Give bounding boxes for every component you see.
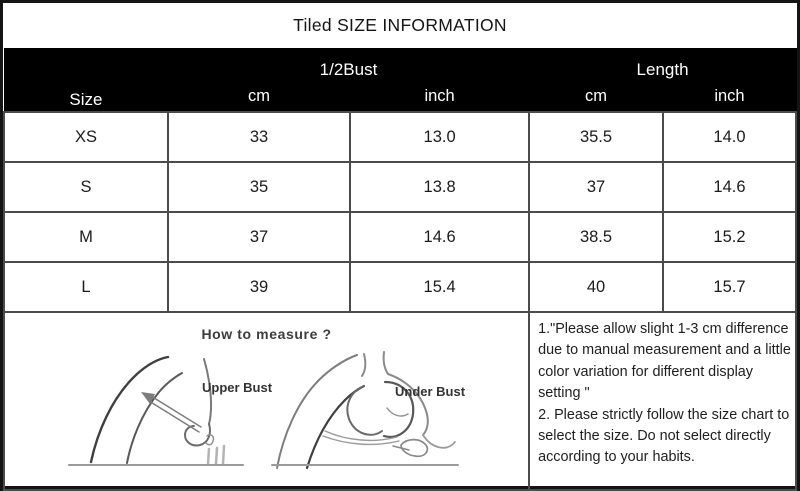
measure-figures: Upper Bust Under Bust [5, 346, 528, 476]
note-1: 1."Please allow slight 1-3 cm difference… [538, 321, 791, 402]
upper-bust-label: Upper Bust [202, 380, 273, 395]
col-header-length-inch: inch [662, 81, 797, 113]
how-to-measure-section: How to measure ? [2, 311, 531, 491]
how-to-measure-heading: How to measure ? [201, 326, 332, 342]
size-table: Size 1/2Bust Length cm inch cm inch XS 3… [2, 48, 798, 491]
cell-bust-cm: 35 [166, 161, 352, 213]
notes-section: 1."Please allow slight 1-3 cm difference… [528, 311, 797, 491]
cell-size: L [3, 261, 169, 313]
col-group-length: Length [528, 48, 797, 82]
table-row: M 37 14.6 38.5 15.2 [3, 211, 798, 263]
table-row: XS 33 13.0 35.5 14.0 [3, 111, 798, 163]
cell-length-cm: 40 [528, 261, 664, 313]
cell-bust-inch: 13.0 [349, 111, 531, 163]
table-body: XS 33 13.0 35.5 14.0 S 35 13.8 37 14.6 M… [2, 111, 798, 491]
cell-length-inch: 14.0 [661, 111, 798, 163]
col-header-bust-inch: inch [349, 81, 530, 113]
header-group-row: Size 1/2Bust Length [3, 48, 797, 113]
cell-length-cm: 37 [528, 161, 664, 213]
col-header-bust-cm: cm [167, 81, 351, 113]
cell-size: S [3, 161, 169, 213]
cell-size: XS [3, 111, 169, 163]
cell-bust-inch: 15.4 [349, 261, 531, 313]
header-unit-row: cm inch cm inch [4, 81, 797, 113]
cell-bust-cm: 39 [166, 261, 352, 313]
cell-size: M [3, 211, 169, 263]
under-bust-label: Under Bust [395, 384, 466, 399]
table-row: S 35 13.8 37 14.6 [3, 161, 798, 213]
cell-bust-cm: 37 [166, 211, 352, 263]
cell-length-inch: 14.6 [661, 161, 798, 213]
cell-length-inch: 15.2 [661, 211, 798, 263]
cell-bust-cm: 33 [166, 111, 352, 163]
page-title: Tiled SIZE INFORMATION [293, 15, 507, 35]
upper-bust-figure [68, 355, 244, 466]
cell-bust-inch: 13.8 [349, 161, 531, 213]
col-header-size: Size [3, 48, 169, 113]
table-header: Size 1/2Bust Length cm inch cm inch [3, 48, 797, 113]
note-2: 2. Please strictly follow the size chart… [538, 406, 790, 466]
cell-length-cm: 38.5 [528, 211, 664, 263]
col-header-length-cm: cm [528, 81, 664, 113]
cell-length-inch: 15.7 [661, 261, 798, 313]
cell-length-cm: 35.5 [528, 111, 664, 163]
under-bust-figure [271, 351, 459, 470]
col-group-bust: 1/2Bust [167, 48, 530, 82]
table-row: L 39 15.4 40 15.7 [3, 261, 798, 313]
bottom-section-row: How to measure ? [2, 311, 797, 491]
cell-bust-inch: 14.6 [349, 211, 531, 263]
